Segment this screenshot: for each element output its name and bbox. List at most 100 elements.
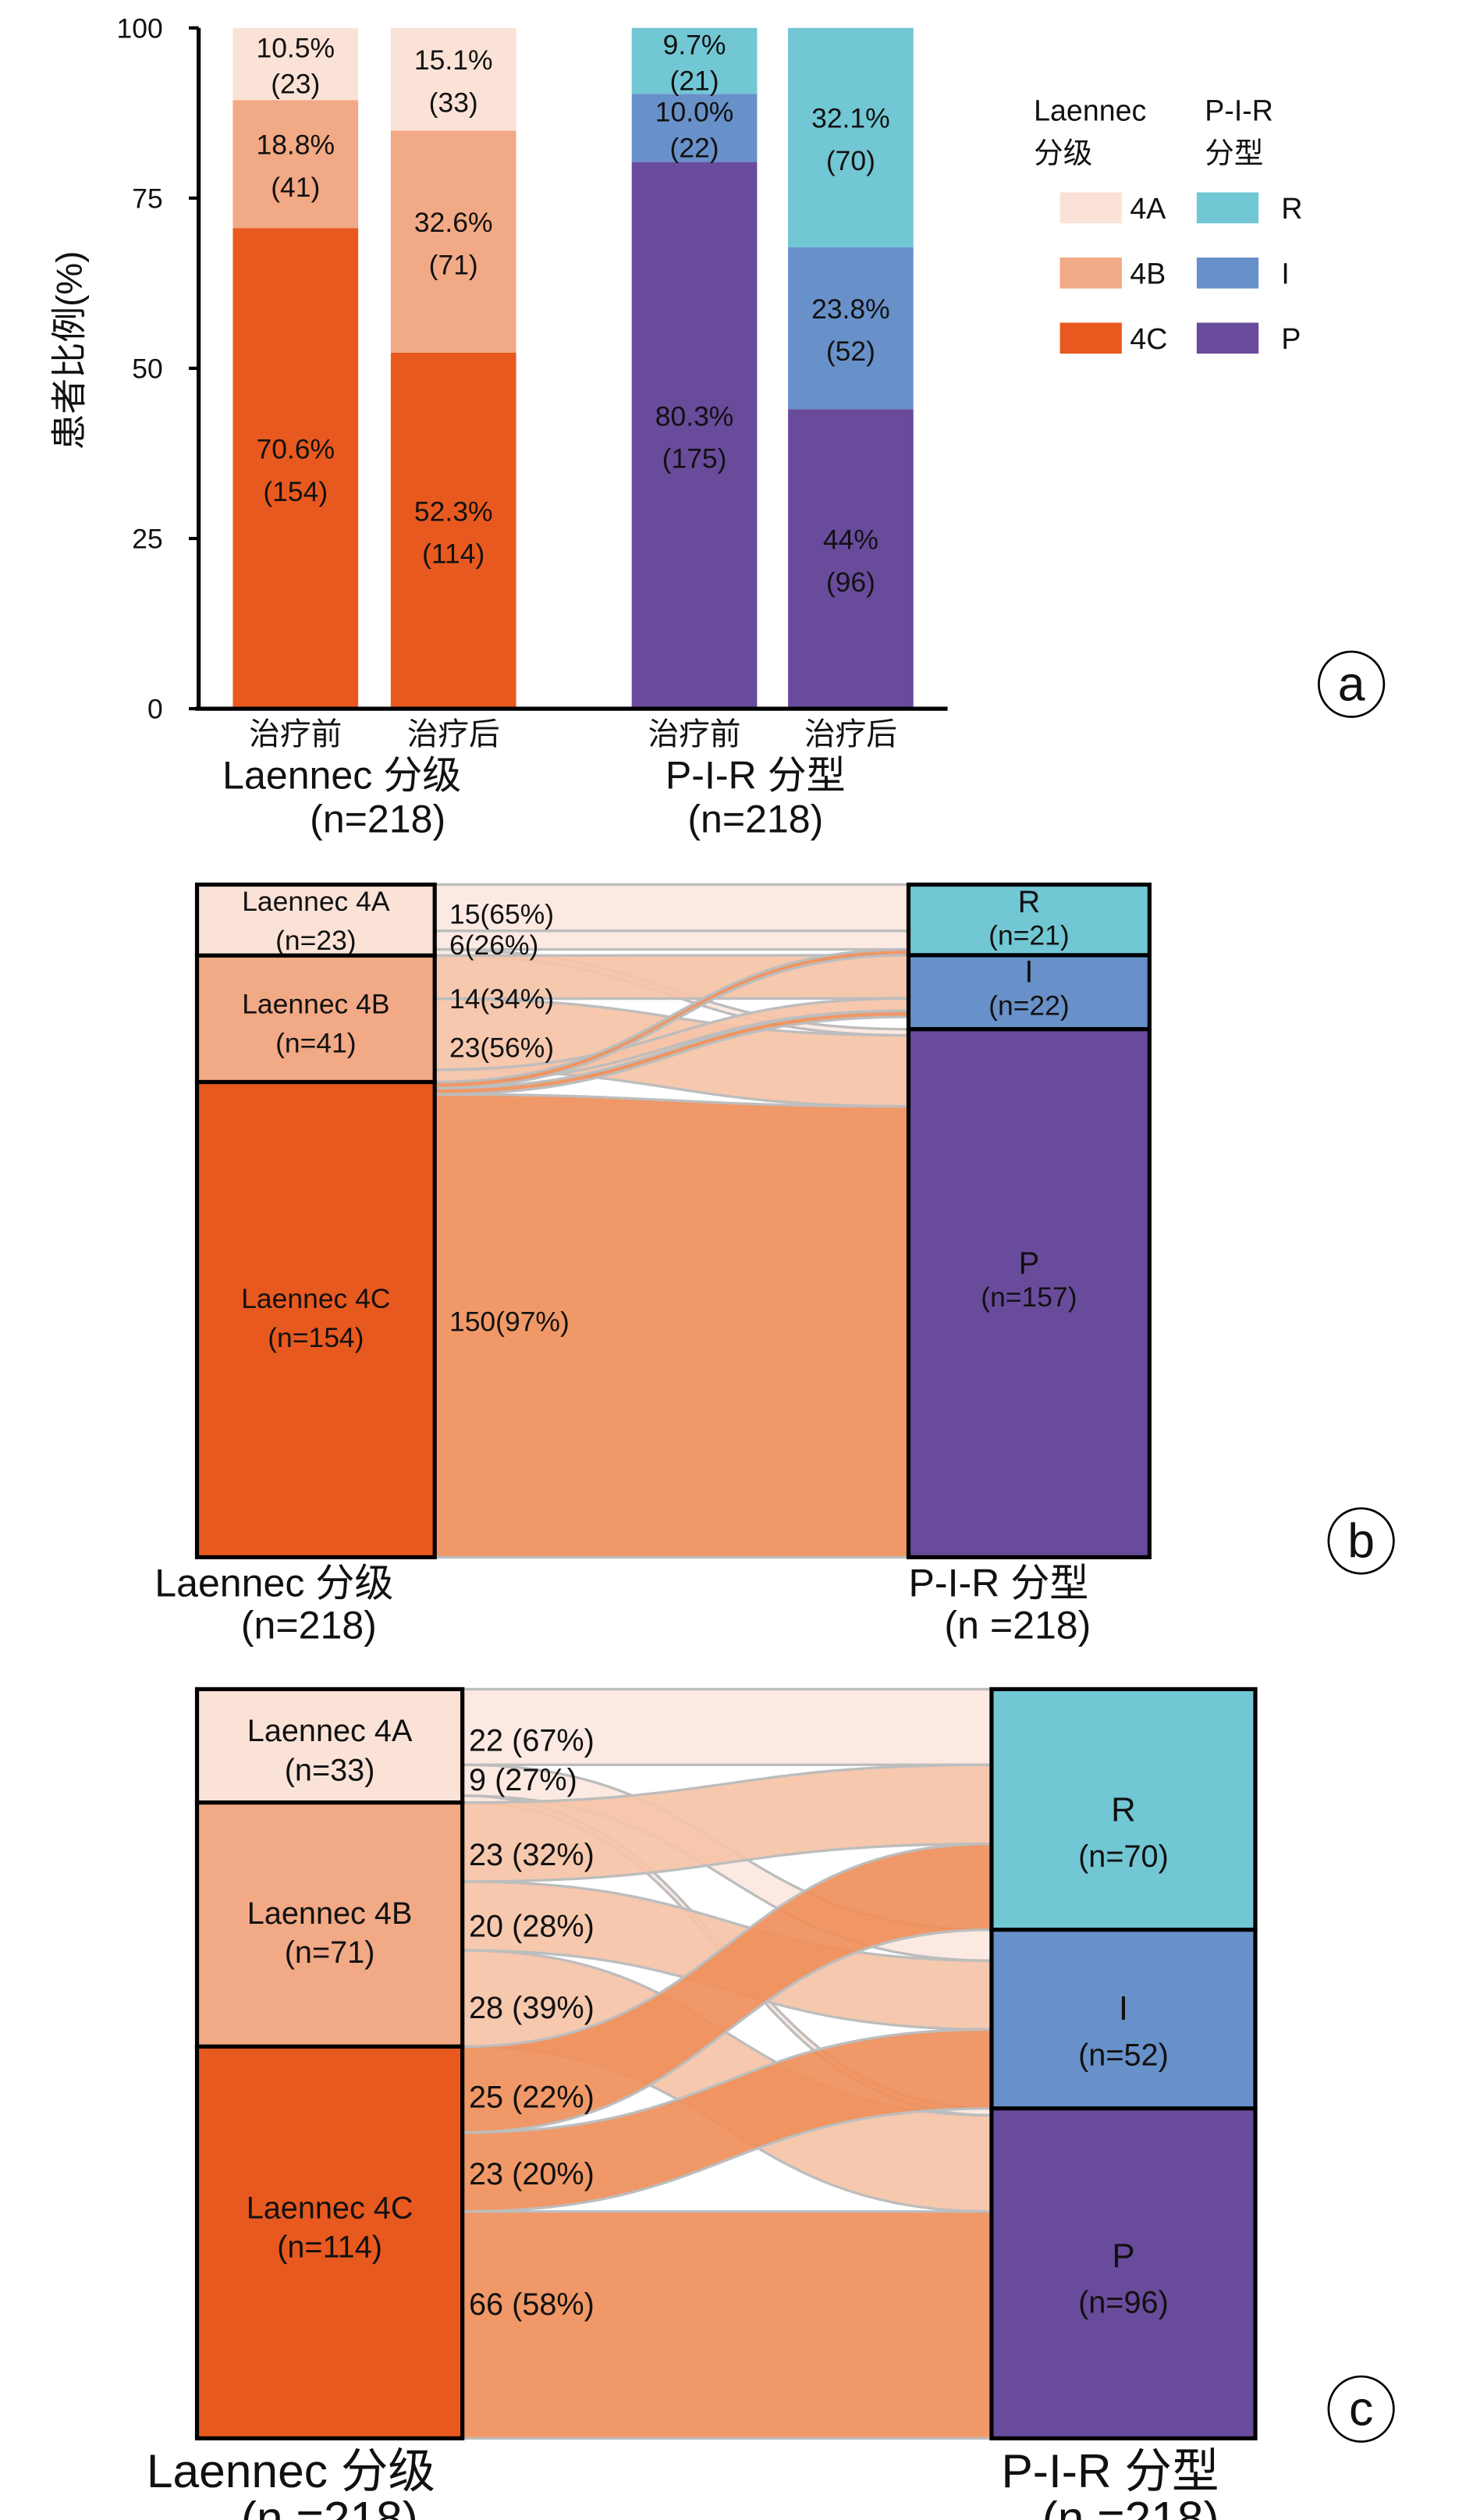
bar-segment-R <box>631 27 758 94</box>
bar-segment-4A <box>232 27 359 101</box>
legend-label: P <box>1281 322 1301 355</box>
right-axis-n-label: (n =218) <box>1042 2492 1219 2520</box>
legend-swatch-R <box>1196 192 1259 224</box>
flow-label: 20 (28%) <box>469 1910 594 1944</box>
right-axis-label: P-I-R 分型 <box>1001 2444 1219 2497</box>
bar-segment-4A <box>390 27 516 131</box>
bar-segment-I <box>631 94 758 162</box>
group-label: Laennec 分级 <box>222 753 461 797</box>
left-node-4B <box>194 1800 465 2049</box>
flow-label: 9 (27%) <box>469 1763 577 1797</box>
panel-label: c <box>1349 2382 1373 2436</box>
legend-swatch-I <box>1196 258 1259 289</box>
flow-label: 22 (67%) <box>469 1724 594 1758</box>
data-label-count: (175) <box>662 443 727 474</box>
legend-title: P-I-R <box>1205 94 1273 127</box>
legend-swatch-4B <box>1059 258 1122 289</box>
y-tick-label: 25 <box>132 524 162 555</box>
flow-label: 150(97%) <box>449 1306 570 1337</box>
flow-label: 25 (22%) <box>469 2081 594 2115</box>
left-axis-n-label: (n =218) <box>241 2492 418 2520</box>
group-n-label: (n=218) <box>687 798 823 841</box>
flows <box>433 883 910 1559</box>
legend-label: 4C <box>1130 322 1167 355</box>
data-label-count: (114) <box>422 538 484 570</box>
left-axis-n-label: (n=218) <box>241 1604 377 1647</box>
right-node-I <box>906 953 1152 1032</box>
data-label-percent: 32.1% <box>811 103 890 134</box>
panel-label-circle <box>1327 1507 1395 1575</box>
right-node-P <box>906 1027 1152 1559</box>
legend-label: 4B <box>1130 257 1166 290</box>
data-label-count: (71) <box>429 249 478 280</box>
flows <box>461 1687 993 2440</box>
left-axis-label: Laennec 分级 <box>147 2444 435 2497</box>
bar-segment-4C <box>232 228 359 709</box>
right-node-n-label: (n=22) <box>988 990 1070 1021</box>
right-axis-n-label: (n =218) <box>944 1604 1091 1647</box>
flow-label: 23 (20%) <box>469 2157 594 2191</box>
panel-label-circle <box>1327 2375 1395 2443</box>
legend-swatch-4C <box>1059 322 1122 354</box>
right-node-label: I <box>1024 955 1033 990</box>
left-node-4B <box>194 953 437 1085</box>
panel-label-circle <box>1318 650 1386 718</box>
data-label-percent: 52.3% <box>414 496 493 527</box>
panel-label: a <box>1338 657 1365 712</box>
flow-label: 23 (32%) <box>469 1838 594 1872</box>
left-node-n-label: (n=114) <box>277 2230 382 2265</box>
y-tick-label: 0 <box>147 694 163 725</box>
bar-segment-4B <box>232 100 359 229</box>
right-node-label: P <box>1019 1246 1039 1281</box>
data-label-percent: 10.0% <box>655 97 734 128</box>
right-node-n-label: (n=70) <box>1078 1839 1169 1874</box>
data-label-count: (70) <box>826 145 875 176</box>
group-n-label: (n=218) <box>310 798 445 841</box>
data-label-count: (21) <box>670 66 719 97</box>
left-node-n-label: (n=23) <box>275 925 357 956</box>
left-node-label: Laennec 4C <box>241 1283 390 1314</box>
legend-title: 分级 <box>1034 137 1092 169</box>
right-node-I <box>989 1928 1258 2111</box>
right-node-label: R <box>1111 1790 1136 1829</box>
group-label: P-I-R 分型 <box>665 753 846 797</box>
left-node-n-label: (n=33) <box>285 1753 375 1787</box>
legend-label: 4A <box>1130 192 1166 225</box>
x-tick-label: 治疗后 <box>804 717 897 752</box>
right-node-n-label: (n=21) <box>988 920 1070 951</box>
flow-label: 15(65%) <box>449 899 554 930</box>
left-node-n-label: (n=41) <box>275 1027 357 1058</box>
data-label-count: (33) <box>429 87 478 118</box>
bar-segment-4B <box>390 130 516 353</box>
data-label-percent: 32.6% <box>414 207 493 238</box>
data-label-percent: 15.1% <box>414 44 493 76</box>
bar-segment-P <box>788 409 914 709</box>
x-tick-label: 治疗后 <box>407 717 500 752</box>
right-node-n-label: (n=52) <box>1078 2038 1169 2072</box>
panel-c-sankey: 22 (67%) 9 (27%) 23 (32%) 20 (28%) 28 (39%) 2… <box>147 1687 1395 2520</box>
bar-segment-R <box>788 27 914 247</box>
data-label-count: (23) <box>271 69 320 100</box>
right-node-n-label: (n=157) <box>981 1281 1077 1313</box>
legend-title: 分型 <box>1205 137 1263 169</box>
y-tick-label: 50 <box>132 353 162 384</box>
legend-swatch-P <box>1196 322 1259 354</box>
bar-segment-I <box>788 247 914 410</box>
data-label-count: (41) <box>271 172 320 203</box>
data-label-percent: 10.5% <box>256 33 335 64</box>
data-label-count: (22) <box>670 133 719 164</box>
bar-segment-4C <box>390 352 516 709</box>
left-node-4A <box>194 882 437 958</box>
right-node-R <box>989 1687 1258 1932</box>
flow-label: 66 (58%) <box>469 2287 594 2322</box>
data-label-percent: 23.8% <box>811 293 890 325</box>
legend-label: I <box>1281 257 1289 290</box>
flow-label: 6(26%) <box>449 929 538 961</box>
bar-segment-P <box>631 162 758 709</box>
data-label-percent: 70.6% <box>256 434 335 465</box>
left-node-label: Laennec 4A <box>242 886 390 917</box>
left-node-n-label: (n=154) <box>268 1322 364 1353</box>
flow-label: 23(56%) <box>449 1033 554 1064</box>
right-node-R <box>906 882 1152 958</box>
